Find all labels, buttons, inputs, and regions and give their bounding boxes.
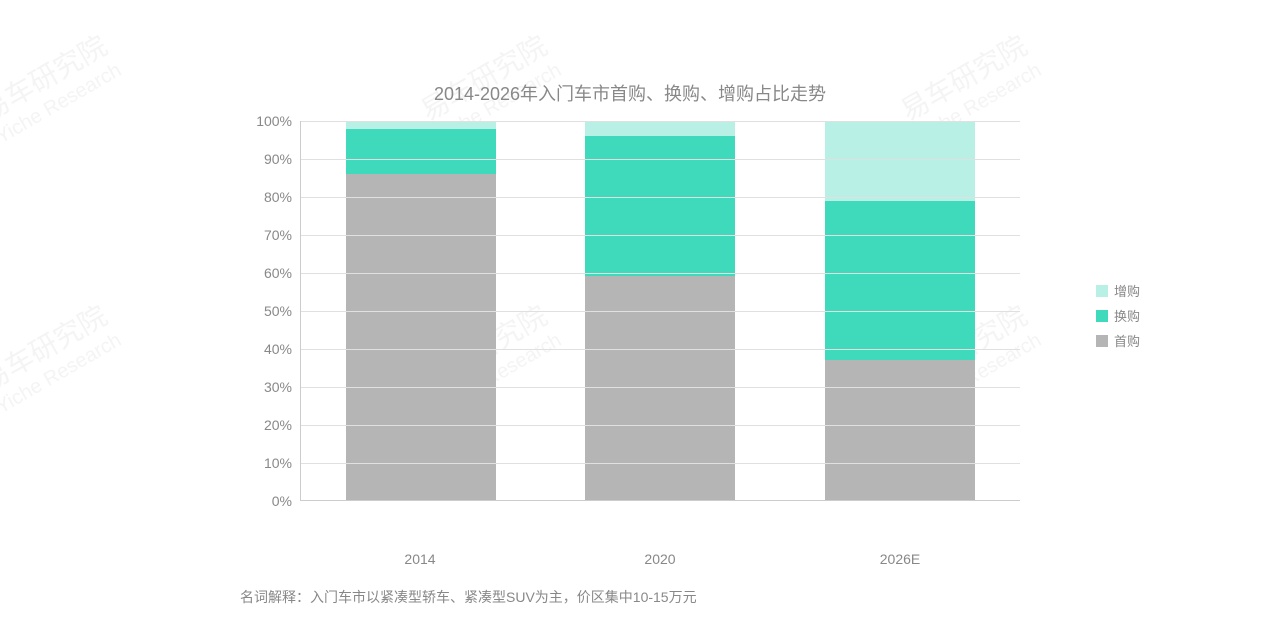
legend-item: 换购 [1096,306,1140,325]
y-tick-label: 50% [264,303,292,319]
x-tick-label: 2014 [345,551,495,567]
y-tick-label: 0% [272,493,292,509]
bar-segment-换购 [585,136,735,276]
bar-segment-增购 [346,121,496,129]
legend-item: 首购 [1096,331,1140,350]
watermark: 易车研究院Yiche Research [0,29,125,149]
bars-area [300,121,1020,501]
watermark: 易车研究院Yiche Research [0,299,125,419]
y-tick-label: 60% [264,265,292,281]
y-axis: 0%10%20%30%40%50%60%70%80%90%100% [240,121,300,501]
bar-segment-首购 [585,276,735,500]
legend-swatch [1096,285,1108,297]
grid-line [301,349,1020,350]
legend-label: 增购 [1114,281,1140,300]
bar-segment-首购 [346,174,496,500]
bar-segment-换购 [346,129,496,174]
y-tick-label: 90% [264,151,292,167]
grid-line [301,463,1020,464]
grid-line [301,311,1020,312]
y-tick-label: 100% [256,113,292,129]
legend-label: 换购 [1114,306,1140,325]
bar-segment-首购 [825,360,975,500]
grid-line [301,425,1020,426]
bar-segment-增购 [585,121,735,136]
y-tick-label: 40% [264,341,292,357]
y-tick-label: 10% [264,455,292,471]
grid-line [301,159,1020,160]
grid-line [301,235,1020,236]
grid-line [301,121,1020,122]
bar-segment-换购 [825,201,975,360]
y-tick-label: 80% [264,189,292,205]
legend-swatch [1096,335,1108,347]
x-tick-label: 2020 [585,551,735,567]
chart-title: 2014-2026年入门车市首购、换购、增购占比走势 [240,80,1020,106]
legend-item: 增购 [1096,281,1140,300]
chart-container: 2014-2026年入门车市首购、换购、增购占比走势 0% 10% 20% 30% 40… [240,80,1020,570]
x-tick-label: 2026E [825,551,975,567]
grid-line [301,273,1020,274]
bar-segment-增购 [825,121,975,201]
y-tick-label: 30% [264,379,292,395]
legend-label: 首购 [1114,331,1140,350]
y-tick-label: 20% [264,417,292,433]
legend: 增购换购首购 [1096,281,1140,356]
grid-line [301,387,1020,388]
y-tick-label: 70% [264,227,292,243]
plot-area: 0%10%20%30%40%50%60%70%80%90%100% 增购换购首购 [240,121,1020,541]
grid-line [301,197,1020,198]
footnote: 名词解释：入门车市以紧凑型轿车、紧凑型SUV为主，价区集中10-15万元 [240,587,1020,607]
x-axis-labels: 2014 2020 2026E [300,551,1020,567]
legend-swatch [1096,310,1108,322]
